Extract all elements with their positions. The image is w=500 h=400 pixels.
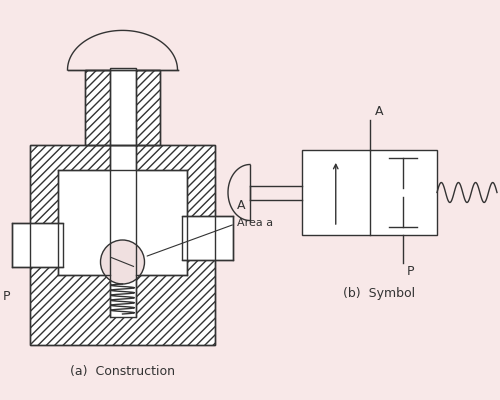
Text: A: A: [237, 199, 246, 212]
Circle shape: [100, 240, 144, 284]
Bar: [30, 145, 215, 345]
Bar: [110, 145, 136, 317]
Bar: [58, 170, 187, 275]
Text: (a)  Construction: (a) Construction: [70, 365, 175, 378]
Bar: [110, 68, 136, 145]
Bar: [182, 216, 233, 260]
Text: P: P: [2, 290, 10, 304]
Bar: [85, 70, 160, 145]
Text: Area a: Area a: [237, 218, 273, 228]
Bar: [12, 223, 63, 267]
Bar: [30, 145, 215, 345]
Text: (b)  Symbol: (b) Symbol: [344, 287, 415, 300]
Bar: [85, 70, 160, 145]
Bar: [302, 150, 437, 235]
Text: P: P: [407, 265, 415, 278]
Text: A: A: [374, 105, 383, 118]
